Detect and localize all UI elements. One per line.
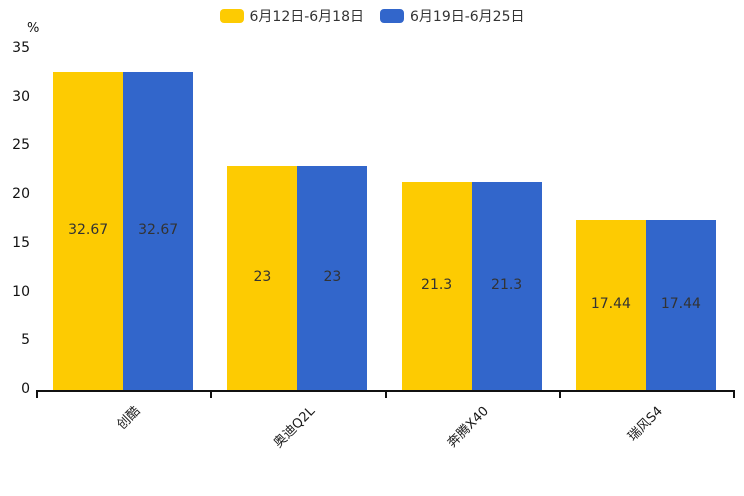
bar-创酷-series1[interactable]: [53, 71, 124, 390]
bar-创酷-series2[interactable]: [123, 71, 194, 390]
legend-label-series2: 6月19日-6月25日: [410, 9, 525, 25]
x-axis-tick: [384, 392, 387, 398]
y-axis-tick-label: 15: [12, 234, 30, 251]
legend-item-series1[interactable]: 6月12日-6月18日: [219, 6, 365, 26]
y-axis-tick-label: 20: [12, 186, 30, 203]
legend-swatch-yellow-icon: [219, 9, 244, 23]
y-axis-tick-label: 10: [12, 283, 30, 300]
x-axis-category-label: 瑞风S4: [625, 403, 667, 445]
x-axis-tick: [210, 392, 213, 398]
bar-奥迪Q2L-series2[interactable]: [297, 165, 368, 390]
x-axis-tick: [733, 392, 735, 398]
bar-奔腾X40-series1[interactable]: [401, 182, 472, 390]
legend-item-series2[interactable]: 6月19日-6月25日: [380, 6, 525, 26]
x-axis-category-label: 创酷: [114, 403, 144, 433]
y-axis-tick-label: 0: [21, 381, 30, 397]
y-axis-tick-label: 5: [21, 332, 30, 349]
y-axis-tick-label: 35: [12, 40, 30, 56]
x-axis-category-label: 奔腾X40: [445, 403, 493, 451]
bar-奔腾X40-series2[interactable]: [471, 182, 542, 390]
y-axis-tick-label: 30: [12, 88, 30, 105]
x-axis-tick: [36, 392, 38, 398]
bar-奥迪Q2L-series1[interactable]: [227, 165, 298, 390]
legend-swatch-blue-icon: [380, 9, 404, 23]
x-axis-line: [36, 390, 735, 392]
legend: 6月12日-6月18日 6月19日-6月25日: [0, 6, 744, 26]
x-axis-tick: [558, 392, 561, 398]
x-axis-category-label: 奥迪Q2L: [270, 403, 318, 452]
legend-label-series1: 6月12日-6月18日: [249, 9, 365, 25]
y-axis-unit-label: %: [27, 21, 40, 36]
y-axis-tick-label: 25: [12, 137, 30, 154]
bar-瑞风S4-series1[interactable]: [575, 220, 646, 390]
bar-瑞风S4-series2[interactable]: [645, 220, 716, 390]
